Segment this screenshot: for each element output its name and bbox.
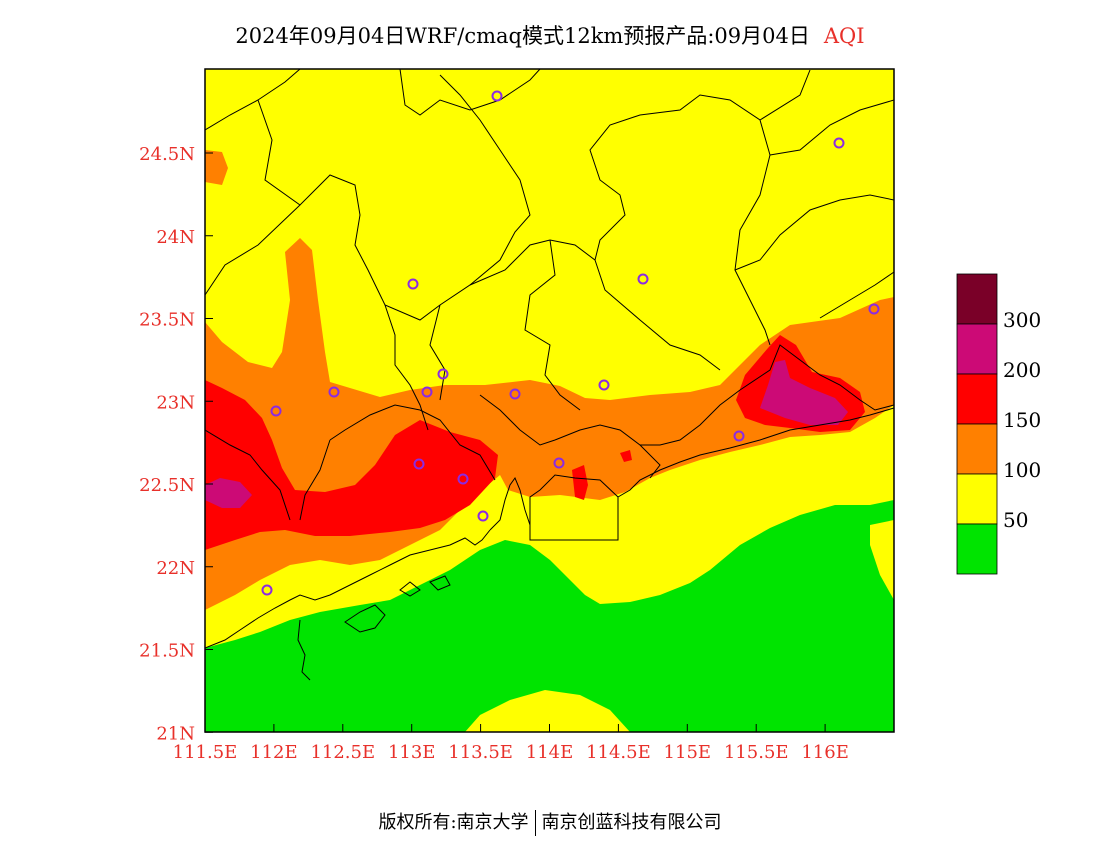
y-tick-label: 21.5N xyxy=(139,641,195,662)
copyright-footer: 版权所有:南京大学 南京创蓝科技有限公司 xyxy=(0,808,1100,836)
aqi-band-moderate-east xyxy=(870,520,894,600)
aqi-band-very-unhealthy xyxy=(760,360,848,425)
y-tick-label: 23N xyxy=(156,392,195,413)
x-axis: 111.5E 112E 112.5E 113E 113.5E 114E 114.5E 115E… xyxy=(173,724,849,763)
legend-swatch xyxy=(956,373,998,425)
station-marker xyxy=(457,473,469,485)
station-marker xyxy=(553,457,565,469)
admin-boundaries xyxy=(205,69,894,541)
legend-swatch xyxy=(956,273,998,325)
map-title: 2024年09月04日WRF/cmaq模式12km预报产品:09月04日 AQI xyxy=(0,20,1100,50)
y-tick-label: 22.5N xyxy=(139,475,195,496)
x-tick-label: 115.5E xyxy=(724,742,789,763)
aqi-band-very-unhealthy-west xyxy=(205,478,252,508)
station-markers xyxy=(261,90,880,596)
legend-label: 200 xyxy=(1003,358,1041,382)
title-text: 2024年09月04日WRF/cmaq模式12km预报产品:09月04日 xyxy=(235,24,810,48)
x-tick-label: 114.5E xyxy=(586,742,651,763)
station-marker xyxy=(509,388,521,400)
station-marker xyxy=(261,584,273,596)
legend-label: 300 xyxy=(1003,308,1041,332)
station-marker xyxy=(491,90,503,102)
aqi-band-moderate-south xyxy=(465,690,630,732)
y-tick-label: 24N xyxy=(156,227,195,248)
legend-label: 150 xyxy=(1003,408,1041,432)
station-marker xyxy=(421,386,433,398)
station-marker xyxy=(328,386,340,398)
station-marker xyxy=(637,273,649,285)
x-tick-label: 112E xyxy=(250,742,298,763)
y-tick-label: 23.5N xyxy=(139,310,195,331)
copyright-owner: 版权所有:南京大学 xyxy=(378,812,529,833)
legend-label: 50 xyxy=(1003,508,1028,532)
coastline xyxy=(205,407,894,681)
x-tick-label: 113E xyxy=(388,742,436,763)
y-axis: 24.5N 24N 23.5N 23N 22.5N 22N 21.5N 21N xyxy=(139,144,213,744)
x-tick-label: 113.5E xyxy=(448,742,513,763)
station-marker xyxy=(407,278,419,290)
legend-swatch xyxy=(956,323,998,375)
legend-swatch xyxy=(956,523,998,575)
aqi-band-unhealthy-spot2 xyxy=(620,450,632,462)
y-tick-label: 24.5N xyxy=(139,144,195,165)
x-tick-label: 114E xyxy=(526,742,574,763)
station-marker xyxy=(270,405,282,417)
pollutant-label: AQI xyxy=(823,24,865,48)
aqi-field xyxy=(205,69,894,732)
legend-label: 100 xyxy=(1003,458,1041,482)
x-tick-label: 115E xyxy=(664,742,712,763)
station-marker xyxy=(437,368,449,380)
x-tick-label: 112.5E xyxy=(310,742,375,763)
station-marker xyxy=(413,458,425,470)
footer-divider xyxy=(534,810,536,836)
y-tick-label: 22N xyxy=(156,558,195,579)
station-marker xyxy=(833,137,845,149)
y-tick-label: 21N xyxy=(156,723,195,744)
x-tick-label: 111.5E xyxy=(173,742,238,763)
station-marker xyxy=(598,379,610,391)
aqi-band-unhealthy xyxy=(205,380,498,550)
aqi-legend: 300 200 150 100 50 xyxy=(956,273,1041,575)
aqi-band-unhealthy-spot1 xyxy=(572,465,588,500)
legend-swatch xyxy=(956,423,998,475)
station-marker xyxy=(477,510,489,522)
station-marker xyxy=(868,303,880,315)
aqi-band-sensitive-north xyxy=(205,150,228,185)
legend-swatch xyxy=(956,473,998,525)
x-tick-label: 116E xyxy=(801,742,849,763)
copyright-company: 南京创蓝科技有限公司 xyxy=(541,812,722,833)
station-marker xyxy=(733,430,745,442)
